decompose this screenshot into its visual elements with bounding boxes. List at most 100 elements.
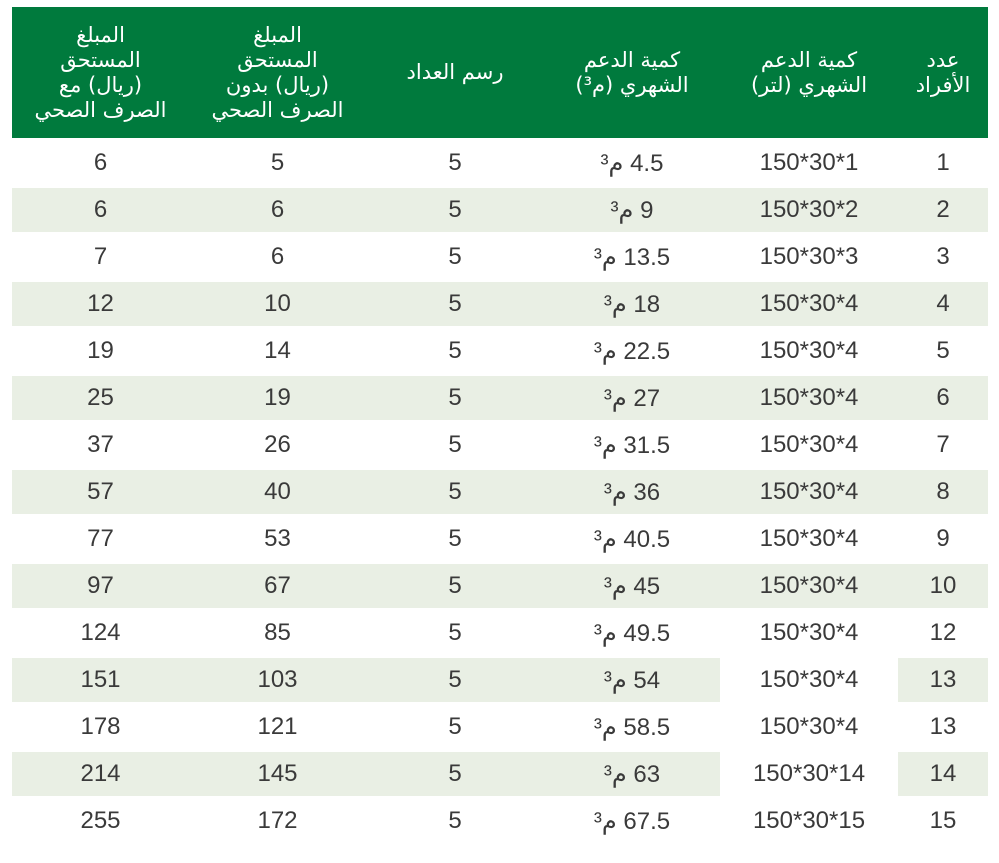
cell-meter-fee: 5	[366, 470, 544, 514]
liters-value: 150*30*14	[752, 760, 866, 787]
cell-with-sewage: 37	[87, 431, 114, 458]
table-row: 3 150*30*3 13.5 م³ 5 6 7	[12, 235, 988, 279]
cell-without-sewage: 40	[189, 470, 366, 514]
cell-with-sewage: 12	[12, 282, 189, 326]
header-members: عدد الأفراد	[898, 7, 988, 138]
cell-with-sewage: 214	[12, 752, 189, 796]
cell-members: 5	[936, 337, 950, 364]
cell-with-sewage: 124	[80, 619, 121, 646]
cell-cubic: 31.5 م³	[593, 431, 671, 459]
table-row: 10 150*30*4 45 م³ 5 67 97	[12, 564, 988, 608]
cell-liters: 150*30*4	[720, 470, 898, 514]
cell-meter-fee: 5	[448, 431, 462, 458]
cell-with-sewage: 97	[12, 564, 189, 608]
table-row: 6 150*30*4 27 م³ 5 19 25	[12, 376, 988, 420]
liters-value: 150*30*4	[759, 290, 859, 317]
cell-without-sewage: 6	[270, 243, 285, 270]
cell-cubic: 13.5 م³	[593, 243, 671, 271]
cell-members: 14	[898, 752, 988, 796]
header-amount-with-sewage: المبلغ المستحق (ريال) مع الصرف الصحي	[12, 7, 189, 138]
cell-members: 10	[898, 564, 988, 608]
cell-liters: 150*30*2	[720, 188, 898, 232]
cell-meter-fee: 5	[366, 282, 544, 326]
cell-with-sewage: 57	[12, 470, 189, 514]
table-row: 12 150*30*4 49.5 م³ 5 85 124	[12, 611, 988, 655]
cell-cubic: 4.5 م³	[600, 149, 664, 177]
header-cubic: كمية الدعم الشهري (م³)	[544, 7, 720, 138]
liters-value: 150*30*3	[759, 243, 859, 270]
cell-without-sewage: 103	[189, 658, 366, 702]
cell-liters: 150*30*4	[720, 517, 898, 561]
cell-liters: 150*30*4	[720, 423, 898, 467]
cell-liters: 150*30*4	[720, 658, 898, 702]
cell-without-sewage: 14	[264, 337, 291, 364]
liters-value: 150*30*4	[759, 337, 859, 364]
cell-with-sewage: 151	[12, 658, 189, 702]
table-row: 2 150*30*2 9 م³ 5 6 6	[12, 188, 988, 232]
table-row: 8 150*30*4 36 م³ 5 40 57	[12, 470, 988, 514]
cell-members: 12	[929, 619, 957, 646]
header-liters: كمية الدعم الشهري (لتر)	[720, 7, 898, 138]
cell-cubic: 27 م³	[544, 376, 720, 420]
table-row: 1 150*30*1 4.5 م³ 5 5 6	[12, 141, 988, 185]
table-row: 5 150*30*4 22.5 م³ 5 14 19	[12, 329, 988, 373]
cell-liters: 150*30*15	[720, 799, 898, 843]
cell-liters: 150*30*4	[720, 611, 898, 655]
cell-meter-fee: 5	[366, 376, 544, 420]
cell-meter-fee: 5	[448, 619, 462, 646]
cell-members: 6	[898, 376, 988, 420]
cell-meter-fee: 5	[448, 337, 462, 364]
cell-with-sewage: 255	[80, 807, 121, 834]
header-amount-without-sewage: المبلغ المستحق (ريال) بدون الصرف الصحي	[189, 7, 366, 138]
cell-liters: 150*30*4	[720, 376, 898, 420]
liters-value: 150*30*4	[759, 619, 859, 646]
cell-cubic: 58.5 م³	[593, 713, 671, 741]
cell-meter-fee: 5	[448, 807, 462, 834]
liters-value: 150*30*15	[752, 807, 866, 834]
cell-without-sewage: 145	[189, 752, 366, 796]
cell-members: 2	[898, 188, 988, 232]
cell-liters: 150*30*4	[720, 282, 898, 326]
cell-without-sewage: 5	[270, 149, 285, 176]
liters-value: 150*30*2	[759, 196, 859, 223]
cell-members: 4	[898, 282, 988, 326]
cell-cubic: 45 م³	[544, 564, 720, 608]
cell-without-sewage: 172	[257, 807, 298, 834]
cell-with-sewage: 6	[12, 188, 189, 232]
liters-value: 150*30*4	[759, 384, 859, 411]
cell-meter-fee: 5	[366, 658, 544, 702]
cell-without-sewage: 53	[264, 525, 291, 552]
cell-cubic: 36 م³	[544, 470, 720, 514]
cell-cubic: 67.5 م³	[593, 807, 671, 835]
cell-with-sewage: 6	[93, 149, 108, 176]
cell-with-sewage: 25	[12, 376, 189, 420]
cell-cubic: 54 م³	[544, 658, 720, 702]
cell-meter-fee: 5	[448, 243, 462, 270]
water-subsidy-table: عدد الأفراد كمية الدعم الشهري (لتر) كمية…	[12, 4, 988, 846]
cell-liters: 150*30*4	[720, 705, 898, 749]
cell-without-sewage: 85	[264, 619, 291, 646]
cell-meter-fee: 5	[366, 752, 544, 796]
cell-meter-fee: 5	[366, 564, 544, 608]
liters-value: 150*30*4	[759, 572, 859, 599]
liters-value: 150*30*4	[759, 431, 859, 458]
cell-liters: 150*30*3	[720, 235, 898, 279]
cell-members: 9	[936, 525, 950, 552]
cell-without-sewage: 19	[189, 376, 366, 420]
cell-cubic: 49.5 م³	[593, 619, 671, 647]
header-meter-fee: رسم العداد	[366, 7, 544, 138]
cell-with-sewage: 77	[87, 525, 114, 552]
cell-cubic: 63 م³	[544, 752, 720, 796]
cell-without-sewage: 26	[264, 431, 291, 458]
cell-without-sewage: 121	[257, 713, 298, 740]
table-row: 15 150*30*15 67.5 م³ 5 172 255	[12, 799, 988, 843]
cell-members: 7	[936, 431, 950, 458]
cell-cubic: 22.5 م³	[593, 337, 671, 365]
liters-value: 150*30*4	[759, 666, 859, 693]
cell-liters: 150*30*1	[720, 141, 898, 185]
cell-members: 15	[929, 807, 957, 834]
cell-liters: 150*30*4	[720, 564, 898, 608]
cell-cubic: 40.5 م³	[593, 525, 671, 553]
cell-liters: 150*30*14	[720, 752, 898, 796]
